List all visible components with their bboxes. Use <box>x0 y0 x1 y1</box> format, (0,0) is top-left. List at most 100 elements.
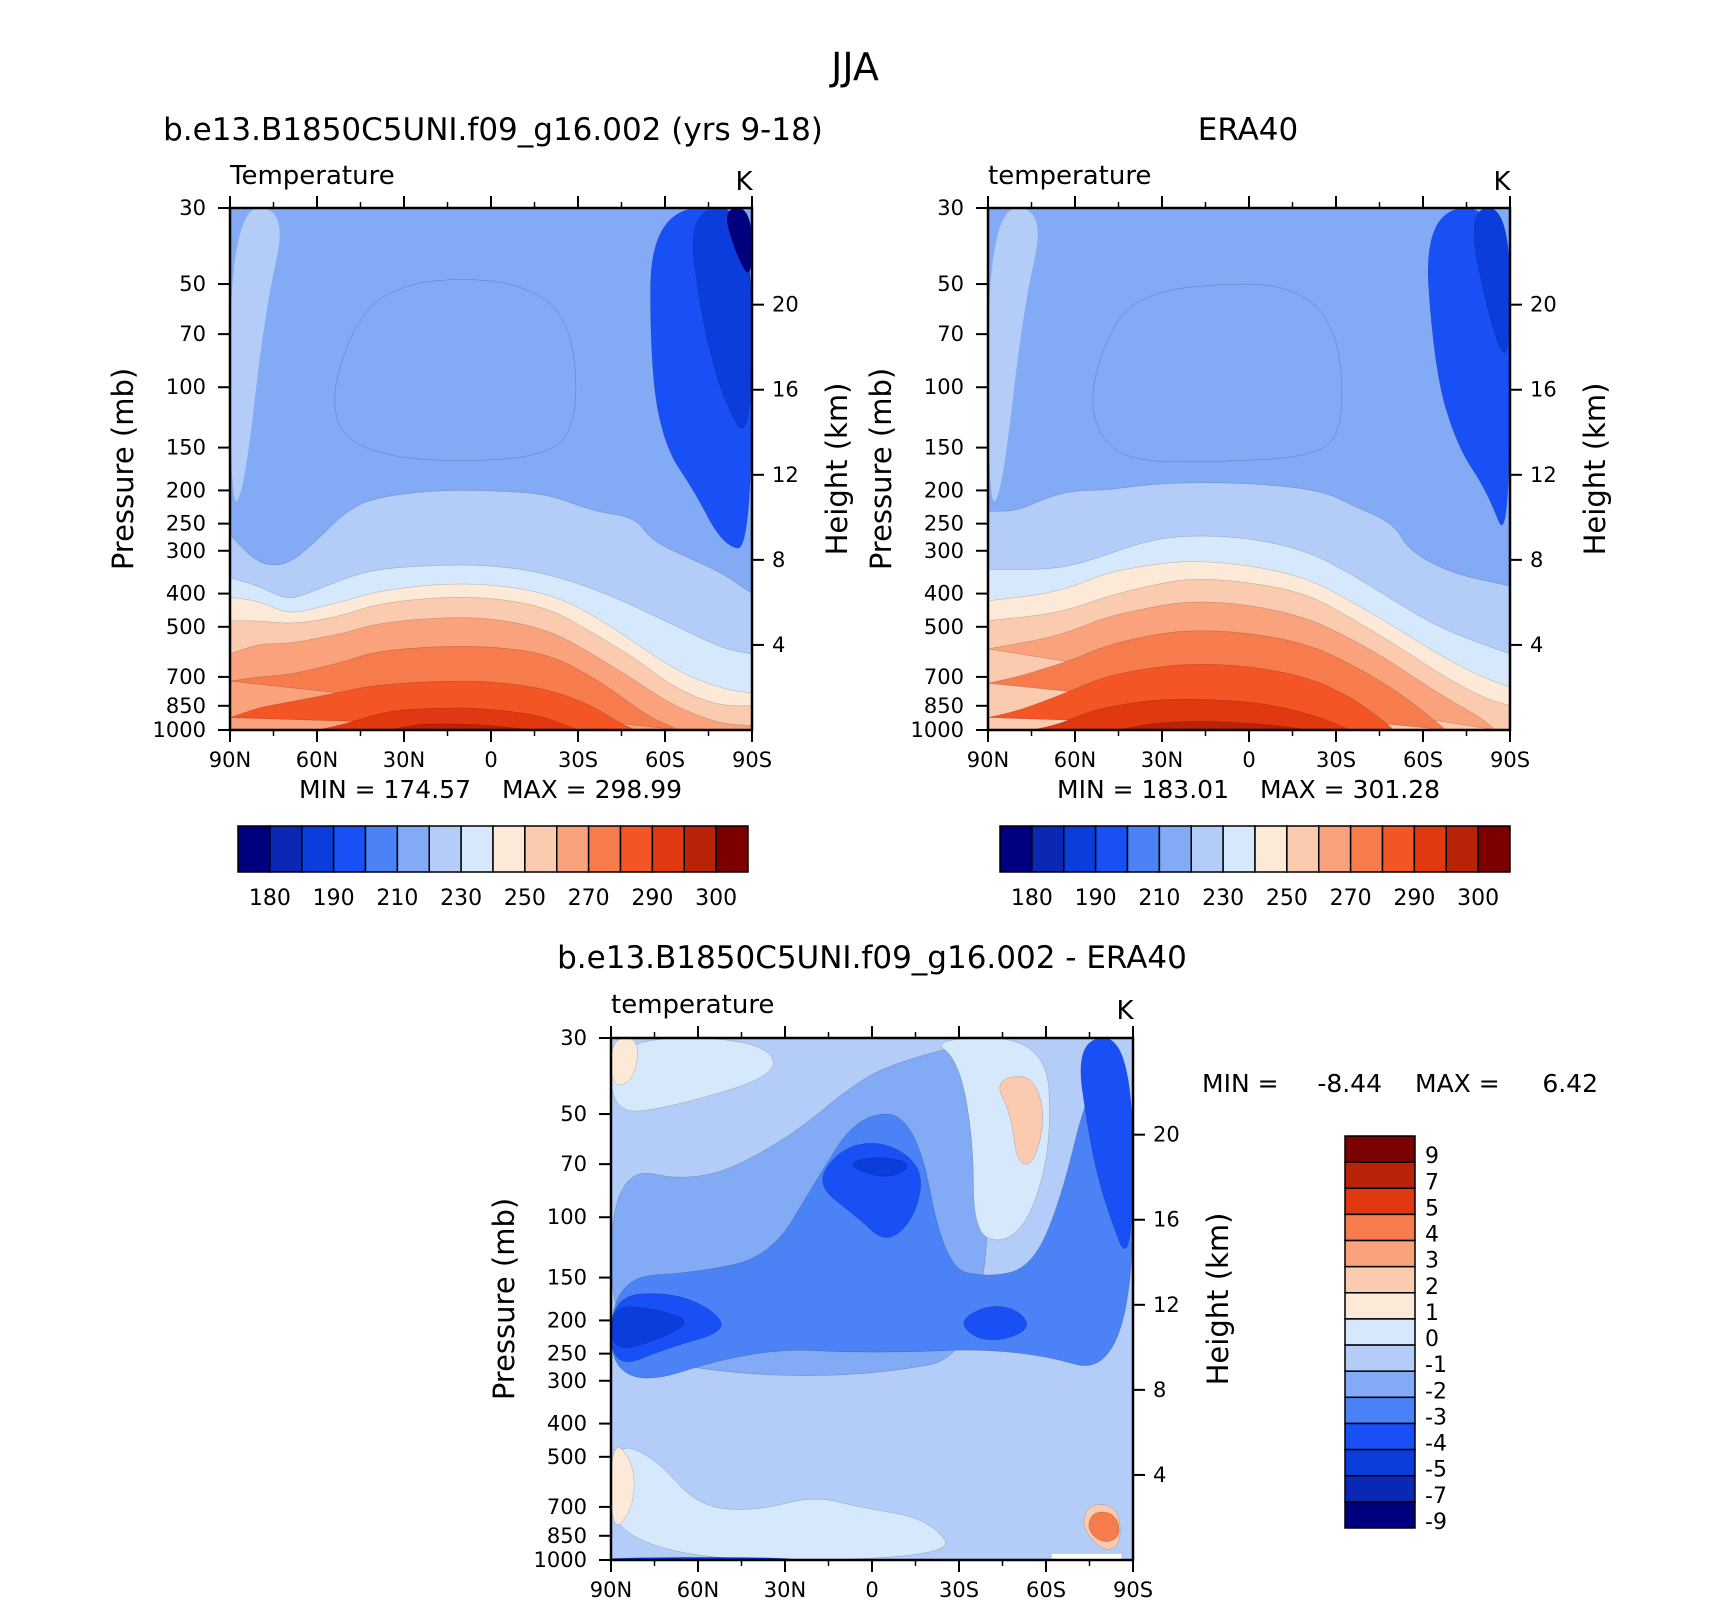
panel-obs: ERA40 temperature K 90N 60N 30N 0 30S 60S 90S 3… <box>864 112 1612 911</box>
panel-diff-ylabel-right: Height (km) <box>1201 1213 1235 1386</box>
y-tick-label: 150 <box>924 436 964 460</box>
y-right-tick-label: 4 <box>772 633 785 657</box>
field-band <box>1092 283 1343 463</box>
y-right-tick-label: 8 <box>772 548 785 572</box>
colorbar-swatch <box>269 825 303 873</box>
colorbar-label: 210 <box>1138 886 1180 911</box>
y-right-tick-label: 12 <box>1153 1293 1180 1317</box>
x-tick-label: 30N <box>764 1578 806 1600</box>
y-tick-label: 100 <box>547 1205 587 1229</box>
colorbar-label: 230 <box>1202 886 1244 911</box>
y-tick-label: 500 <box>547 1445 587 1469</box>
colorbar-swatch <box>1344 1318 1416 1346</box>
field-band <box>999 1076 1043 1165</box>
colorbar-swatch <box>332 825 367 873</box>
colorbar-swatch <box>301 825 335 873</box>
y-tick-label: 700 <box>924 665 964 689</box>
colorbar-swatch <box>1344 1135 1416 1163</box>
colorbar-label: 9 <box>1425 1144 1439 1169</box>
panel-model-min: MIN = 174.57 <box>299 775 471 804</box>
colorbar-swatch <box>1344 1501 1416 1529</box>
y-tick-label: 300 <box>924 539 964 563</box>
colorbar-swatch <box>1344 1265 1416 1294</box>
y-tick-label: 50 <box>179 272 206 296</box>
panel-model-ylabel-right: Height (km) <box>820 383 854 556</box>
field-band <box>230 723 752 730</box>
x-tick-label: 60N <box>296 748 338 772</box>
y-tick-label: 150 <box>547 1266 587 1290</box>
y-tick-label: 30 <box>937 196 964 220</box>
x-tick-label: 0 <box>484 748 497 772</box>
x-tick-label: 0 <box>1242 748 1255 772</box>
colorbar-label: 3 <box>1425 1249 1439 1274</box>
colorbar-swatch <box>1190 825 1224 873</box>
colorbar-swatch <box>1344 1213 1416 1242</box>
y-tick-label: 500 <box>166 615 206 639</box>
colorbar-swatch <box>1344 1161 1416 1190</box>
y-tick-label: 250 <box>166 512 206 536</box>
field-band <box>230 680 752 730</box>
panel-diff-max-label: MAX = <box>1415 1069 1500 1098</box>
y-tick-label: 700 <box>547 1495 587 1519</box>
colorbar-swatch <box>1477 825 1511 873</box>
colorbar-label: 5 <box>1425 1196 1439 1221</box>
y-tick-label: 70 <box>179 322 206 346</box>
field-band <box>334 279 577 461</box>
y-tick-label: 150 <box>166 436 206 460</box>
panel-obs-ylabel-right: Height (km) <box>1578 383 1612 556</box>
y-tick-label: 700 <box>166 665 206 689</box>
colorbar-swatch <box>1344 1344 1416 1372</box>
colorbar-swatch <box>1344 1474 1416 1503</box>
field-band <box>988 698 1510 730</box>
colorbar-swatch <box>1286 825 1320 873</box>
colorbar-label: 180 <box>1011 886 1053 911</box>
y-right-tick-label: 8 <box>1530 548 1543 572</box>
panel-model-title: b.e13.B1850C5UNI.f09_g16.002 (yrs 9-18) <box>163 112 823 148</box>
colorbar-label: 0 <box>1425 1327 1439 1352</box>
y-right-tick-label: 4 <box>1153 1463 1166 1487</box>
y-right-tick-label: 4 <box>1530 633 1543 657</box>
x-tick-label: 90S <box>732 748 772 772</box>
panel-obs-min: MIN = 183.01 <box>1057 775 1229 804</box>
y-tick-label: 50 <box>937 272 964 296</box>
y-tick-label: 1000 <box>534 1548 587 1572</box>
y-tick-label: 400 <box>547 1412 587 1436</box>
y-tick-label: 70 <box>937 322 964 346</box>
y-right-tick-label: 8 <box>1153 1378 1166 1402</box>
colorbar-swatch <box>1318 825 1352 873</box>
panel-diff-title: b.e13.B1850C5UNI.f09_g16.002 - ERA40 <box>557 940 1187 976</box>
colorbar-swatch <box>1445 825 1479 873</box>
field-band <box>611 1447 635 1525</box>
main-title: JJA <box>829 45 879 89</box>
colorbar-label: -7 <box>1425 1484 1447 1509</box>
panel-model-plot <box>230 208 752 730</box>
panel-diff-max-value: 6.42 <box>1542 1069 1598 1098</box>
panel-obs-title: ERA40 <box>1198 112 1299 148</box>
y-tick-label: 30 <box>179 196 206 220</box>
panel-diff-plot <box>611 1038 1133 1560</box>
field-band <box>611 1306 685 1348</box>
field-band <box>988 721 1510 730</box>
colorbar-swatch <box>1344 1187 1416 1216</box>
panel-model-axes: 90N 60N 30N 0 30S 60S 90S 30 50 70 100 150 200 250 300… <box>153 196 799 772</box>
colorbar-swatch <box>524 825 558 873</box>
panel-diff-variable: temperature <box>611 990 774 1020</box>
y-tick-label: 400 <box>166 582 206 606</box>
field-band <box>611 1038 638 1086</box>
colorbar-swatch <box>1344 1292 1416 1320</box>
colorbar-label: -1 <box>1425 1353 1447 1378</box>
colorbar-label: 1 <box>1425 1301 1439 1326</box>
field-band <box>988 208 1038 502</box>
x-tick-label: 30S <box>1316 748 1356 772</box>
panel-diff-axes: 90N 60N 30N 0 30S 60S 90S 30 50 70 100 150 200 250 300… <box>534 1026 1180 1600</box>
colorbar-swatch <box>1344 1370 1416 1399</box>
colorbar-label: -4 <box>1425 1432 1447 1457</box>
y-tick-label: 400 <box>924 582 964 606</box>
y-tick-label: 1000 <box>153 718 206 742</box>
field-band <box>230 208 280 502</box>
y-tick-label: 850 <box>924 694 964 718</box>
y-right-tick-label: 12 <box>1530 463 1557 487</box>
colorbar-swatch <box>1349 825 1384 873</box>
colorbar-label: 250 <box>1266 886 1308 911</box>
